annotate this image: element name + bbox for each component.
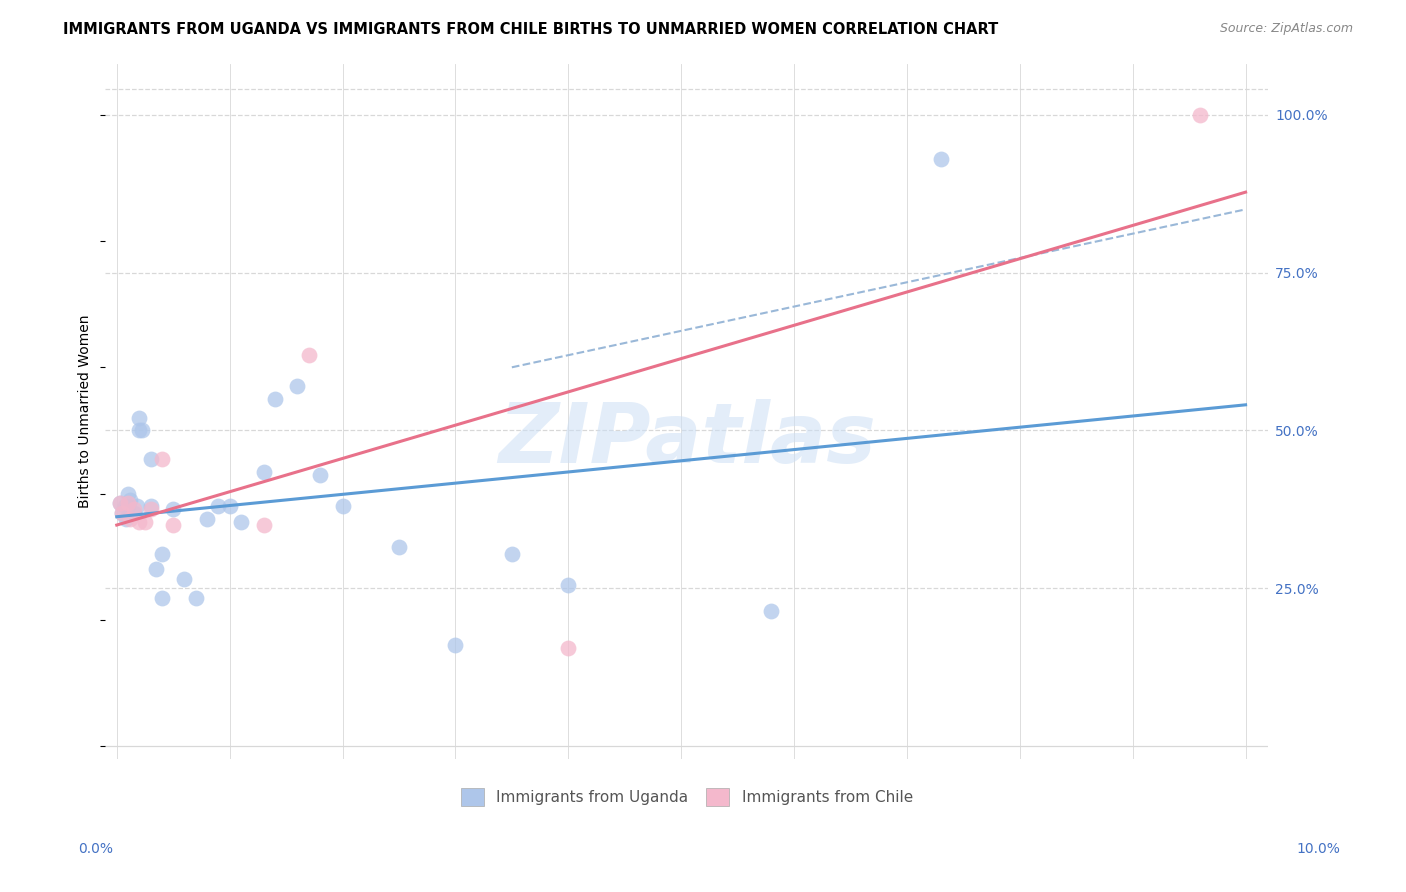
Point	[128, 515, 150, 529]
Point	[108, 496, 131, 510]
Point	[444, 638, 467, 652]
Point	[207, 500, 229, 514]
Point	[122, 506, 145, 520]
Point	[298, 348, 321, 362]
Point	[120, 512, 142, 526]
Point	[173, 572, 195, 586]
Point	[229, 515, 252, 529]
Point	[162, 502, 184, 516]
Point	[557, 578, 579, 592]
Point	[162, 518, 184, 533]
Point	[184, 591, 207, 605]
Point	[218, 500, 240, 514]
Point	[117, 496, 139, 510]
Point	[134, 515, 156, 529]
Point	[501, 547, 523, 561]
Point	[309, 467, 332, 482]
Point	[150, 451, 173, 466]
Point	[108, 496, 131, 510]
Point	[131, 424, 153, 438]
Point	[145, 562, 167, 576]
Point	[114, 500, 136, 514]
Point	[128, 424, 150, 438]
Point	[114, 512, 136, 526]
Text: 0.0%: 0.0%	[79, 842, 112, 856]
Point	[125, 500, 148, 514]
Point	[111, 506, 134, 520]
Point	[388, 541, 411, 555]
Point	[150, 547, 173, 561]
Point	[929, 152, 952, 166]
Point	[195, 512, 218, 526]
Point	[122, 502, 145, 516]
Point	[150, 591, 173, 605]
Point	[139, 502, 162, 516]
Point	[332, 500, 354, 514]
Point	[1189, 107, 1212, 121]
Point	[761, 603, 783, 617]
Point	[252, 518, 274, 533]
Point	[252, 465, 274, 479]
Point	[120, 493, 142, 508]
Text: ZIPatlas: ZIPatlas	[498, 399, 876, 480]
Point	[128, 410, 150, 425]
Point	[117, 500, 139, 514]
Y-axis label: Births to Unmarried Women: Births to Unmarried Women	[79, 315, 93, 508]
Point	[117, 486, 139, 500]
Text: IMMIGRANTS FROM UGANDA VS IMMIGRANTS FROM CHILE BIRTHS TO UNMARRIED WOMEN CORREL: IMMIGRANTS FROM UGANDA VS IMMIGRANTS FRO…	[63, 22, 998, 37]
Point	[263, 392, 285, 406]
Point	[111, 506, 134, 520]
Text: 10.0%: 10.0%	[1296, 842, 1341, 856]
Text: Source: ZipAtlas.com: Source: ZipAtlas.com	[1219, 22, 1353, 36]
Point	[285, 379, 308, 393]
Point	[139, 451, 162, 466]
Legend: Immigrants from Uganda, Immigrants from Chile: Immigrants from Uganda, Immigrants from …	[451, 780, 922, 815]
Point	[139, 500, 162, 514]
Point	[557, 641, 579, 656]
